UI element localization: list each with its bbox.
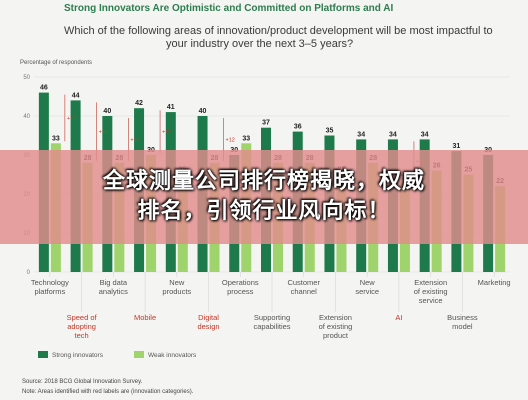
category-label: New: [360, 278, 376, 287]
category-label: Operations: [222, 278, 259, 287]
chart-question-line1: Which of the following areas of innovati…: [64, 25, 493, 37]
category-label: Big data: [100, 278, 128, 287]
category-label: of existing: [414, 287, 448, 296]
bar-value-label: 34: [389, 131, 397, 138]
category-label: Extension: [414, 278, 447, 287]
category-label: Speed of: [67, 313, 98, 322]
y-tick-label: 50: [23, 75, 30, 81]
y-tick-label: 0: [27, 270, 31, 276]
category-label: AI: [395, 313, 402, 322]
bar-value-label: 42: [135, 100, 143, 107]
legend-swatch-weak: [134, 351, 144, 358]
category-label: service: [355, 287, 379, 296]
category-label: tech: [75, 331, 89, 340]
category-label: model: [452, 322, 473, 331]
category-label: service: [419, 296, 443, 305]
y-axis-caption: Percentage of respondents: [20, 60, 92, 66]
y-tick-label: 40: [23, 114, 30, 120]
legend-label-strong: Strong innovators: [52, 352, 104, 359]
difference-label: +13: [67, 116, 76, 122]
category-label: Customer: [287, 278, 320, 287]
category-label: analytics: [99, 287, 128, 296]
bar-value-label: 44: [72, 92, 80, 99]
legend-label-weak: Weak innovators: [148, 352, 197, 359]
category-label: products: [162, 287, 191, 296]
difference-label: +12: [162, 130, 171, 136]
category-label: Supporting: [254, 313, 290, 322]
bar-value-label: 34: [421, 131, 429, 138]
category-label: adopting: [67, 322, 96, 331]
bar-value-label: 40: [199, 108, 207, 115]
category-label: product: [323, 331, 349, 340]
bar-value-label: 37: [262, 120, 270, 127]
source-note: Source: 2018 BCG Global Innovation Surve…: [22, 379, 143, 385]
category-label: Business: [447, 313, 478, 322]
bar-value-label: 36: [294, 124, 302, 131]
banner-line-2: 排名，引领行业风向标！: [137, 199, 391, 224]
category-label: Extension: [319, 313, 352, 322]
category-label: process: [227, 287, 254, 296]
category-label: Digital: [198, 313, 219, 322]
category-label: platforms: [34, 287, 65, 296]
bar-value-label: 41: [167, 104, 175, 111]
bar-value-label: 33: [242, 135, 250, 142]
footnote: Note: Areas identified with red labels a…: [22, 389, 194, 395]
category-label: Marketing: [478, 278, 511, 287]
category-label: Technology: [31, 278, 69, 287]
category-label: design: [197, 322, 219, 331]
legend-swatch-strong: [38, 351, 48, 358]
category-label: of existing: [319, 322, 353, 331]
bar-value-label: 33: [52, 135, 60, 142]
difference-label: +12: [226, 137, 235, 143]
category-label: capabilities: [253, 322, 290, 331]
overlay-banner: 全球测量公司排行榜揭晓，权威 排名，引领行业风向标！: [0, 150, 528, 244]
bar-value-label: 46: [40, 85, 48, 92]
bar-value-label: 31: [453, 143, 461, 150]
bar-value-label: 34: [357, 131, 365, 138]
bar-value-label: 40: [103, 108, 111, 115]
chart-question-line2: your industry over the next 3–5 years?: [166, 38, 353, 50]
difference-label: +12: [130, 137, 139, 143]
chart-title: Strong Innovators Are Optimistic and Com…: [64, 3, 394, 14]
category-label: channel: [291, 287, 318, 296]
category-label: Mobile: [134, 313, 156, 322]
banner-line-1: 全球测量公司排行榜揭晓，权威: [102, 169, 425, 194]
category-label: New: [169, 278, 185, 287]
difference-label: +16: [99, 130, 108, 136]
bar-value-label: 35: [326, 128, 334, 135]
